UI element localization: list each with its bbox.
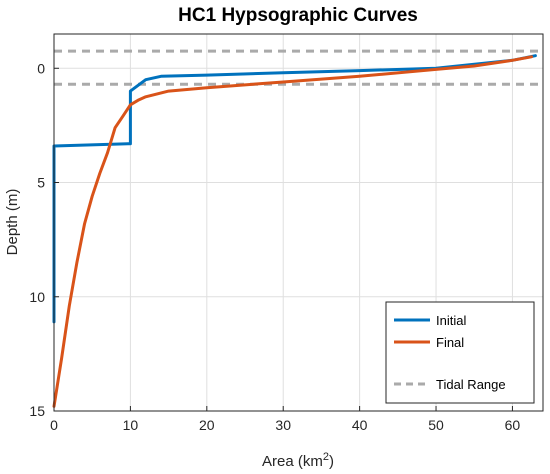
x-tick-label: 60 xyxy=(505,417,521,433)
legend-label-initial: Initial xyxy=(436,313,466,328)
y-axis-label: Depth (m) xyxy=(4,189,21,256)
x-tick-label: 50 xyxy=(428,417,444,433)
legend-label-tidal-range: Tidal Range xyxy=(436,377,506,392)
legend: Initial Final Tidal Range xyxy=(385,301,535,404)
chart-title: HC1 Hypsographic Curves xyxy=(178,5,418,26)
x-tick-label: 10 xyxy=(123,417,139,433)
x-axis-label: Area (km2) xyxy=(262,451,334,470)
plot-frame xyxy=(53,33,544,412)
legend-label-final: Final xyxy=(436,335,464,350)
series-lines xyxy=(52,54,537,408)
ticks: 0 10 20 30 40 50 60 0 5 10 15 xyxy=(29,60,520,433)
x-tick-label: 0 xyxy=(50,417,58,433)
tidal-range-lines xyxy=(54,49,543,86)
y-tick-label: 10 xyxy=(29,289,45,305)
x-tick-label: 30 xyxy=(275,417,291,433)
x-tick-label: 40 xyxy=(352,417,368,433)
y-tick-label: 5 xyxy=(37,175,45,191)
x-tick-label: 20 xyxy=(199,417,215,433)
y-tick-label: 0 xyxy=(37,60,45,76)
y-tick-label: 15 xyxy=(29,403,45,419)
series-line-final xyxy=(52,55,533,408)
x-axis-label-superscript: 2 xyxy=(323,451,329,463)
